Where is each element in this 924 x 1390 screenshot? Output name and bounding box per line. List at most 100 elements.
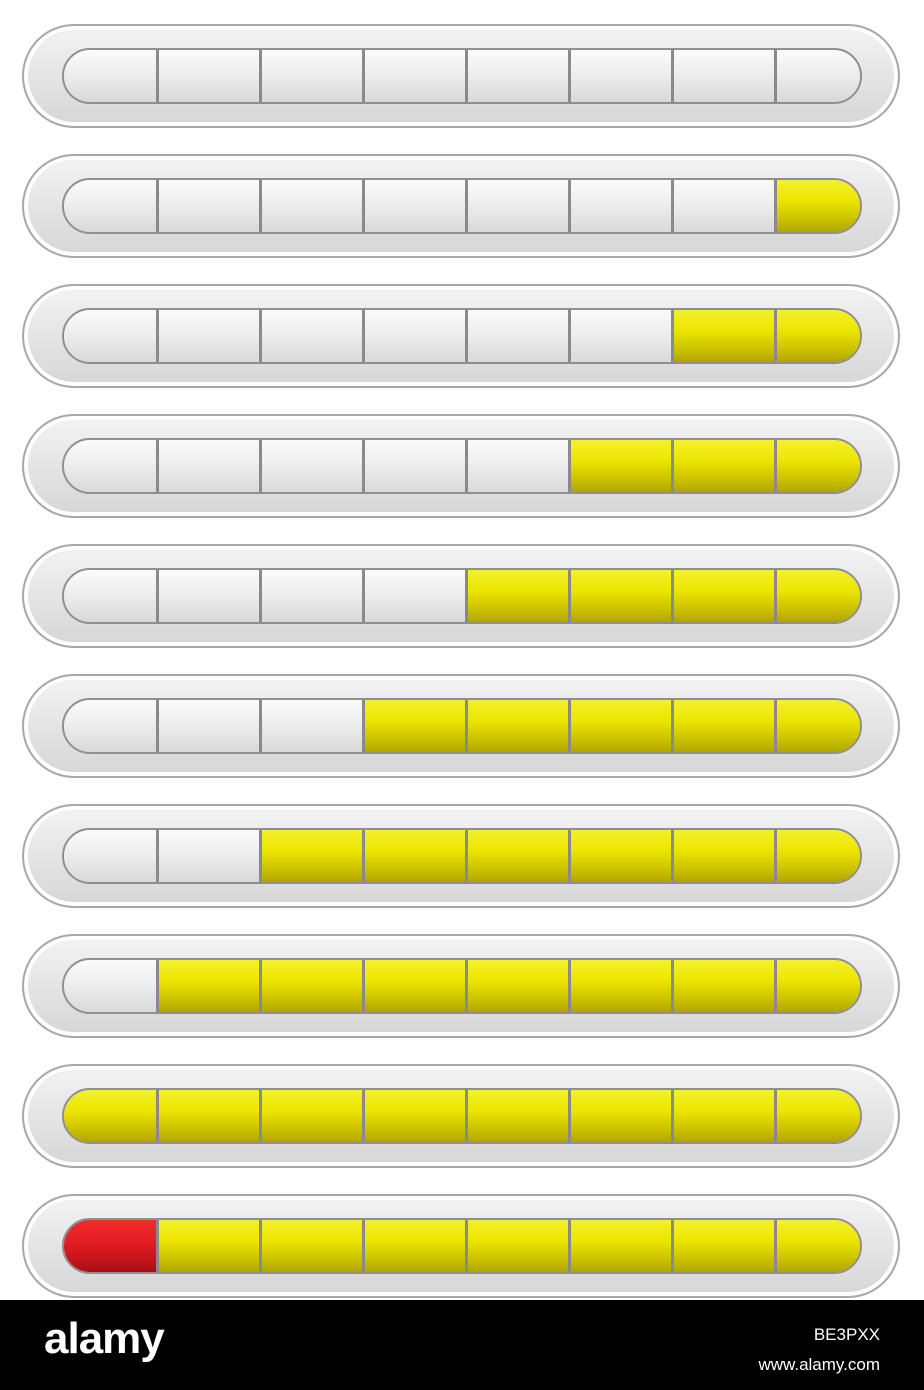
segment-empty: [468, 180, 571, 232]
segment-empty: [365, 440, 468, 492]
segment-empty: [64, 570, 159, 622]
level-track: [62, 958, 862, 1014]
level-bar: [22, 1064, 900, 1168]
segment-filled: [674, 310, 777, 362]
segment-alert: [64, 1220, 159, 1272]
level-track: [62, 1088, 862, 1144]
segment-empty: [674, 180, 777, 232]
segment-filled: [777, 1220, 860, 1272]
segment-filled: [571, 1220, 674, 1272]
segment-empty: [159, 700, 262, 752]
level-bar: [22, 284, 900, 388]
segment-empty: [64, 50, 159, 102]
segment-empty: [262, 310, 365, 362]
segment-filled: [777, 310, 860, 362]
segment-empty: [674, 50, 777, 102]
level-track: [62, 308, 862, 364]
segment-empty: [365, 180, 468, 232]
segment-filled: [262, 1220, 365, 1272]
level-track: [62, 48, 862, 104]
segment-empty: [159, 180, 262, 232]
segment-filled: [777, 180, 860, 232]
segment-filled: [674, 440, 777, 492]
segment-filled: [571, 570, 674, 622]
segment-filled: [674, 570, 777, 622]
level-track: [62, 178, 862, 234]
segment-empty: [64, 440, 159, 492]
segment-filled: [777, 570, 860, 622]
segment-filled: [674, 830, 777, 882]
level-bar: [22, 934, 900, 1038]
segment-filled: [468, 700, 571, 752]
segment-filled: [777, 960, 860, 1012]
level-bar: [22, 804, 900, 908]
level-bar: [22, 154, 900, 258]
level-bar: [22, 24, 900, 128]
level-bar: [22, 414, 900, 518]
segment-filled: [262, 1090, 365, 1142]
segment-filled: [468, 570, 571, 622]
segment-filled: [777, 440, 860, 492]
segment-empty: [64, 960, 159, 1012]
segment-filled: [777, 700, 860, 752]
segment-filled: [468, 960, 571, 1012]
segment-filled: [159, 960, 262, 1012]
segment-empty: [262, 50, 365, 102]
segment-empty: [571, 310, 674, 362]
level-track: [62, 698, 862, 754]
segment-empty: [262, 700, 365, 752]
segment-empty: [468, 310, 571, 362]
segment-empty: [571, 180, 674, 232]
level-track: [62, 1218, 862, 1274]
segment-filled: [262, 960, 365, 1012]
site-url: www.alamy.com: [758, 1355, 880, 1374]
segment-filled: [571, 1090, 674, 1142]
segment-empty: [64, 830, 159, 882]
segment-empty: [159, 310, 262, 362]
level-track: [62, 438, 862, 494]
segment-filled: [571, 440, 674, 492]
stock-footer: alamy BE3PXX www.alamy.com: [0, 1300, 924, 1390]
level-bar: [22, 674, 900, 778]
segment-filled: [365, 960, 468, 1012]
segment-empty: [262, 180, 365, 232]
segment-filled: [159, 1090, 262, 1142]
image-id: BE3PXX: [813, 1325, 880, 1344]
segment-filled: [365, 1220, 468, 1272]
segment-filled: [674, 1220, 777, 1272]
segment-empty: [365, 310, 468, 362]
segment-empty: [468, 440, 571, 492]
segment-empty: [365, 50, 468, 102]
segment-filled: [262, 830, 365, 882]
segment-filled: [468, 1090, 571, 1142]
segment-filled: [674, 1090, 777, 1142]
segment-filled: [468, 830, 571, 882]
segment-empty: [159, 830, 262, 882]
segment-filled: [571, 830, 674, 882]
segment-filled: [64, 1090, 159, 1142]
segment-filled: [468, 1220, 571, 1272]
segment-empty: [262, 570, 365, 622]
segment-empty: [777, 50, 860, 102]
segment-empty: [159, 440, 262, 492]
segment-filled: [777, 1090, 860, 1142]
segment-empty: [365, 570, 468, 622]
segment-filled: [777, 830, 860, 882]
level-track: [62, 568, 862, 624]
segment-empty: [262, 440, 365, 492]
segment-empty: [468, 50, 571, 102]
segment-filled: [365, 1090, 468, 1142]
segment-filled: [365, 700, 468, 752]
level-track: [62, 828, 862, 884]
image-reference: BE3PXX www.alamy.com: [758, 1320, 880, 1380]
segment-empty: [159, 570, 262, 622]
segment-empty: [64, 310, 159, 362]
segment-empty: [64, 700, 159, 752]
segment-empty: [64, 180, 159, 232]
segment-empty: [571, 50, 674, 102]
level-bar: [22, 544, 900, 648]
level-meter-stack: [22, 24, 900, 1298]
segment-filled: [674, 700, 777, 752]
segment-filled: [571, 700, 674, 752]
brand-logo: alamy: [44, 1314, 165, 1363]
